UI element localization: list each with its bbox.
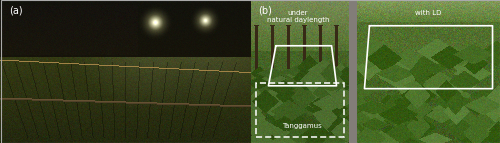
Text: (b): (b) (258, 6, 272, 16)
Text: under
natural daylength: under natural daylength (267, 10, 330, 23)
Text: with LD: with LD (416, 10, 442, 16)
Text: Tanggamus: Tanggamus (282, 123, 322, 129)
Bar (256, 83, 344, 137)
Text: (a): (a) (9, 6, 22, 16)
